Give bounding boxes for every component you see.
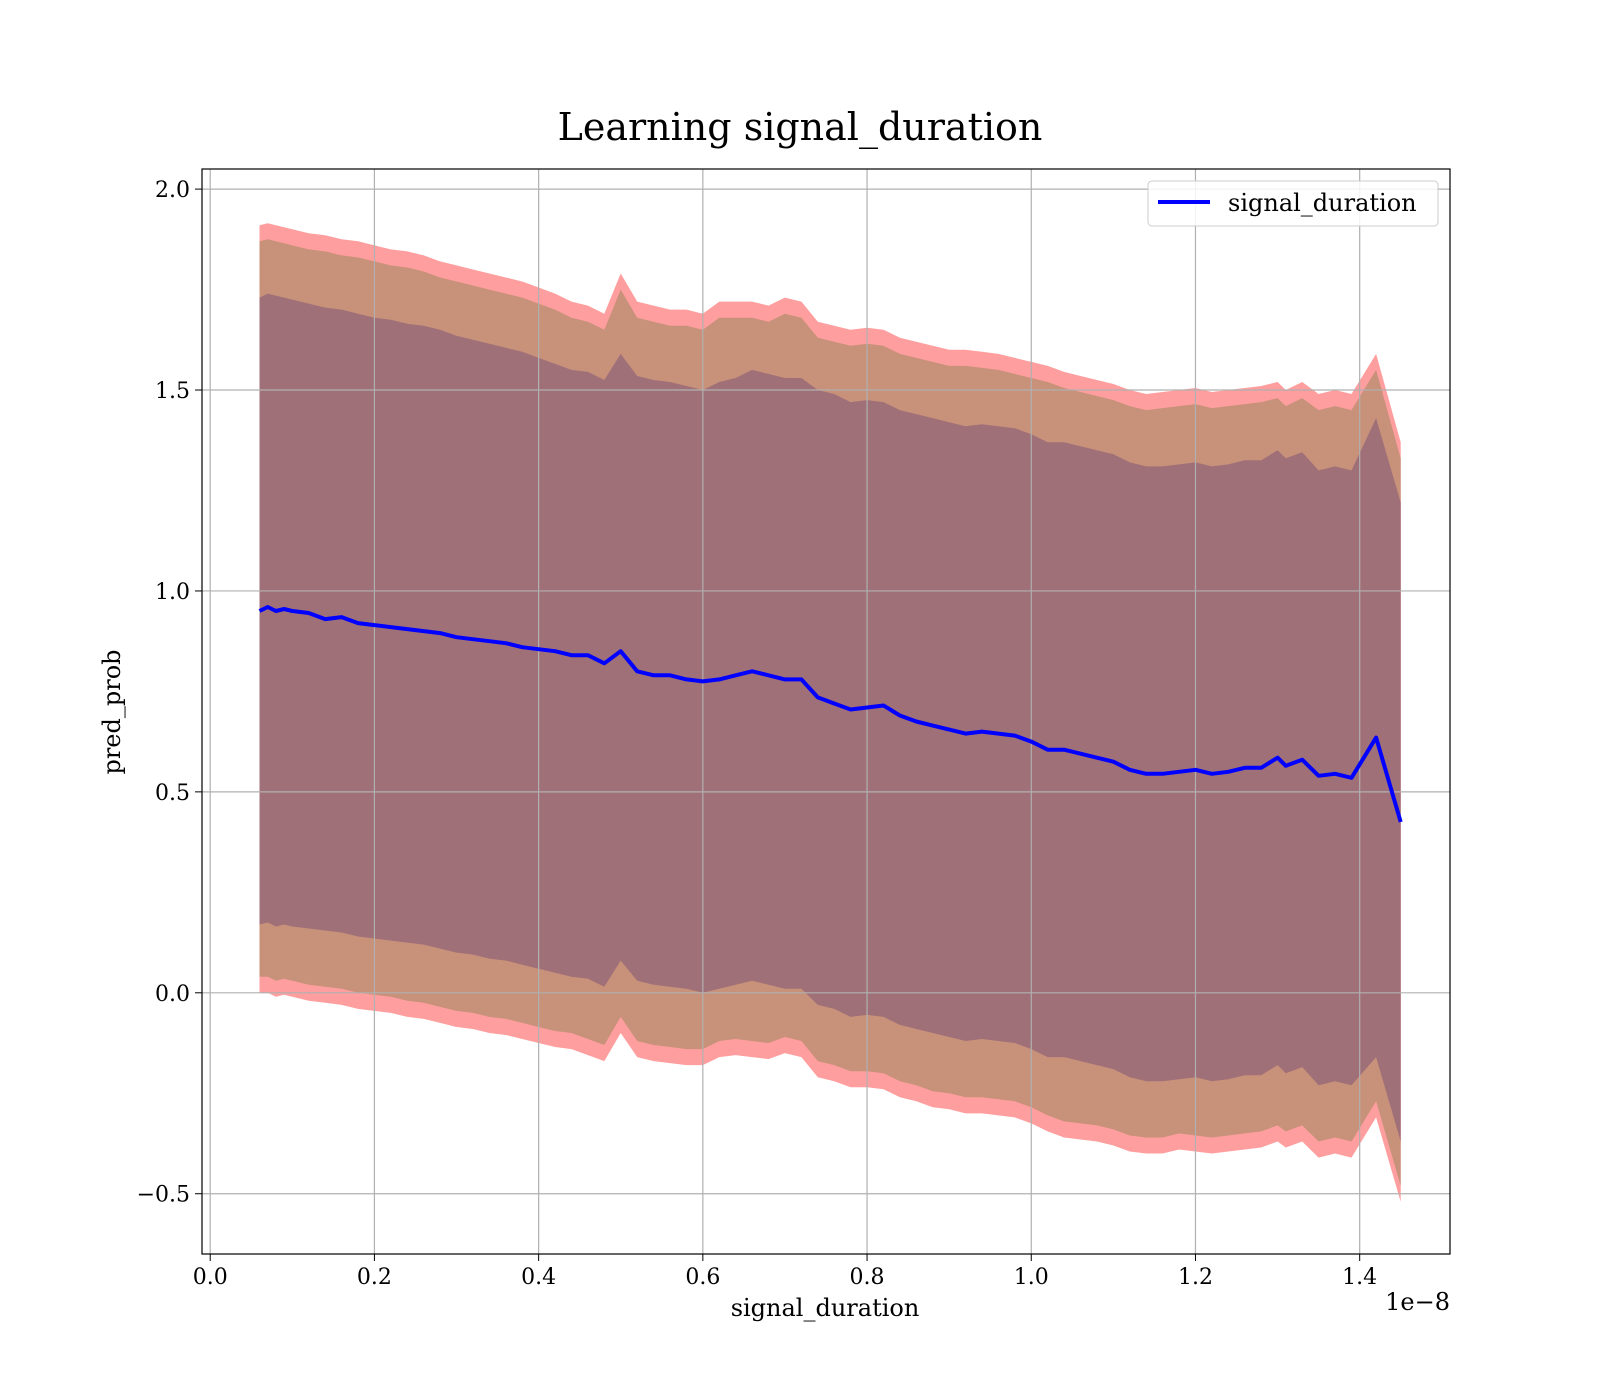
y-tick-label: 0.5 <box>155 781 190 806</box>
legend-box <box>1147 180 1439 227</box>
x-tick-label: 0.4 <box>521 1265 556 1290</box>
y-tick-label: −0.5 <box>137 1183 190 1208</box>
x-tick-label: 0.0 <box>193 1265 228 1290</box>
y-axis-ticks: −0.5 0.0 0.5 1.0 1.5 2.0 <box>137 178 202 1208</box>
y-tick-label: 0.0 <box>155 982 190 1007</box>
y-tick-label: 1.0 <box>155 580 190 605</box>
x-axis-label: signal_duration <box>731 1294 920 1322</box>
legend-label-signal-duration: signal_duration <box>1228 189 1417 217</box>
plot-frame <box>201 168 1451 1255</box>
plot-area <box>201 168 1451 1255</box>
x-axis-offset-label: 1e−8 <box>1385 1288 1450 1316</box>
band-inner <box>259 293 1401 1142</box>
grid-lines <box>202 169 1450 1254</box>
x-tick-label: 1.0 <box>1014 1265 1049 1290</box>
x-tick-label: 0.6 <box>685 1265 720 1290</box>
series-line-signal-duration <box>258 605 1403 823</box>
y-tick-label: 2.0 <box>155 178 190 203</box>
confidence-bands <box>259 223 1401 1202</box>
y-tick-label: 1.5 <box>155 379 190 404</box>
x-tick-label: 0.2 <box>357 1265 392 1290</box>
x-tick-label: 1.2 <box>1178 1265 1213 1290</box>
x-tick-label: 1.4 <box>1342 1265 1377 1290</box>
x-axis-ticks: 0.0 0.2 0.4 0.6 0.8 1.0 1.2 1.4 <box>193 1254 1377 1290</box>
x-tick-label: 0.8 <box>850 1265 885 1290</box>
chart-title: Learning signal_duration <box>558 105 1043 150</box>
legend: signal_duration <box>1147 180 1439 227</box>
y-axis-label: pred_prob <box>98 649 126 774</box>
